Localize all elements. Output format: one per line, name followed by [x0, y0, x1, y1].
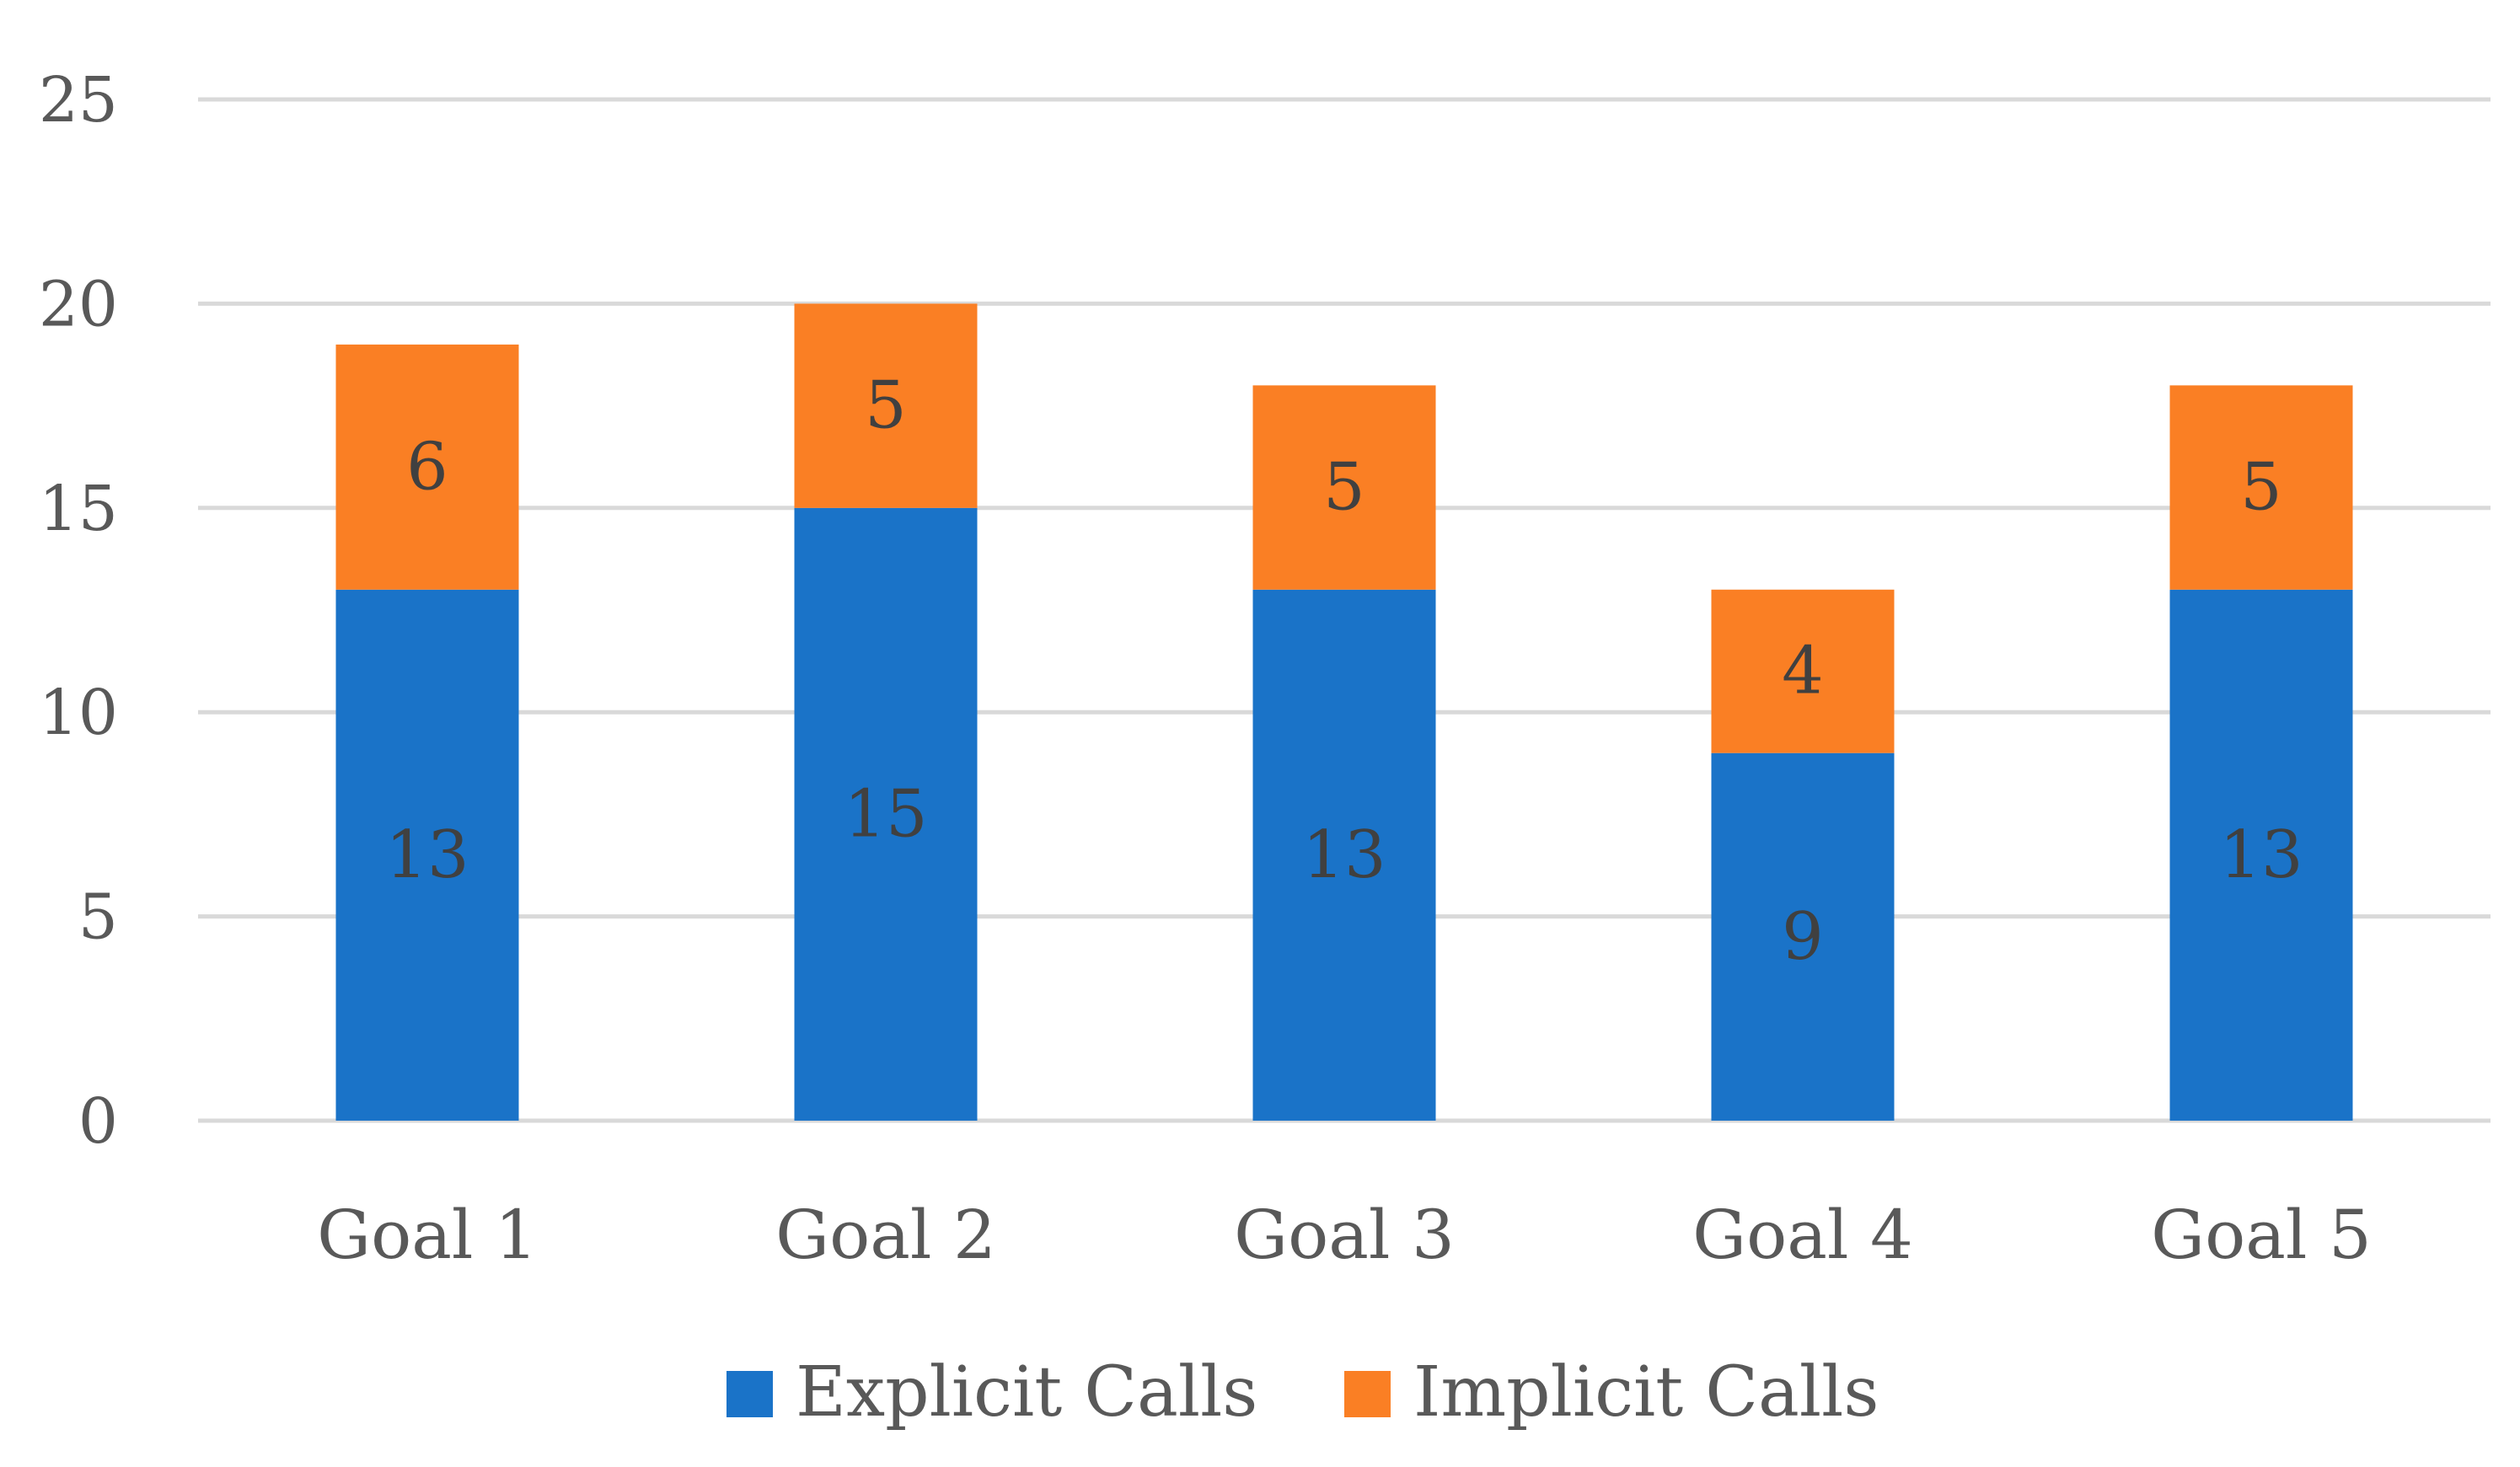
x-category-label: Goal 1	[317, 1196, 538, 1274]
bar-segment-implicit-calls	[794, 303, 978, 508]
data-label: 5	[1323, 450, 1365, 526]
y-axis-tick-labels: 0 5 10 15 20 25	[39, 64, 118, 1158]
bar-segment-explicit-calls	[335, 589, 519, 1121]
bar-segment-explicit-calls	[1711, 752, 1895, 1121]
data-label: 13	[1302, 817, 1386, 893]
bars	[335, 303, 2353, 1121]
x-category-label: Goal 5	[2151, 1196, 2372, 1274]
data-label: 4	[1782, 634, 1824, 709]
legend-swatch	[1344, 1371, 1391, 1417]
bar-segment-implicit-calls	[1711, 589, 1895, 753]
y-tick-label: 25	[39, 64, 118, 137]
y-tick-label: 15	[39, 473, 118, 545]
bar-segment-implicit-calls	[2169, 385, 2353, 590]
bar-segment-implicit-calls	[335, 344, 519, 590]
y-tick-label: 0	[78, 1085, 118, 1158]
data-label: 13	[385, 817, 469, 893]
bar-segment-implicit-calls	[1252, 385, 1436, 590]
legend-label: Explicit Calls	[796, 1352, 1257, 1432]
data-label: 15	[844, 776, 927, 852]
legend-label: Implicit Calls	[1413, 1352, 1879, 1432]
data-label: 9	[1782, 899, 1824, 975]
data-labels: 13 6 15 5 13 5 9 4 13 5	[385, 368, 2303, 975]
legend: Explicit Calls Implicit Calls	[727, 1352, 1879, 1432]
y-tick-label: 20	[39, 268, 118, 340]
bar-segment-explicit-calls	[1252, 589, 1436, 1121]
x-category-label: Goal 3	[1234, 1196, 1455, 1274]
y-tick-label: 5	[78, 881, 118, 954]
data-label: 6	[406, 429, 448, 505]
x-category-label: Goal 4	[1692, 1196, 1913, 1274]
data-label: 5	[2240, 450, 2282, 526]
data-label: 5	[865, 368, 907, 444]
y-tick-label: 10	[39, 677, 118, 749]
data-label: 13	[2219, 817, 2303, 893]
bar-segment-explicit-calls	[2169, 589, 2353, 1121]
x-category-label: Goal 2	[775, 1196, 996, 1274]
bar-segment-explicit-calls	[794, 507, 978, 1121]
legend-swatch	[727, 1371, 773, 1417]
x-axis-category-labels: Goal 1 Goal 2 Goal 3 Goal 4 Goal 5	[317, 1196, 2372, 1274]
